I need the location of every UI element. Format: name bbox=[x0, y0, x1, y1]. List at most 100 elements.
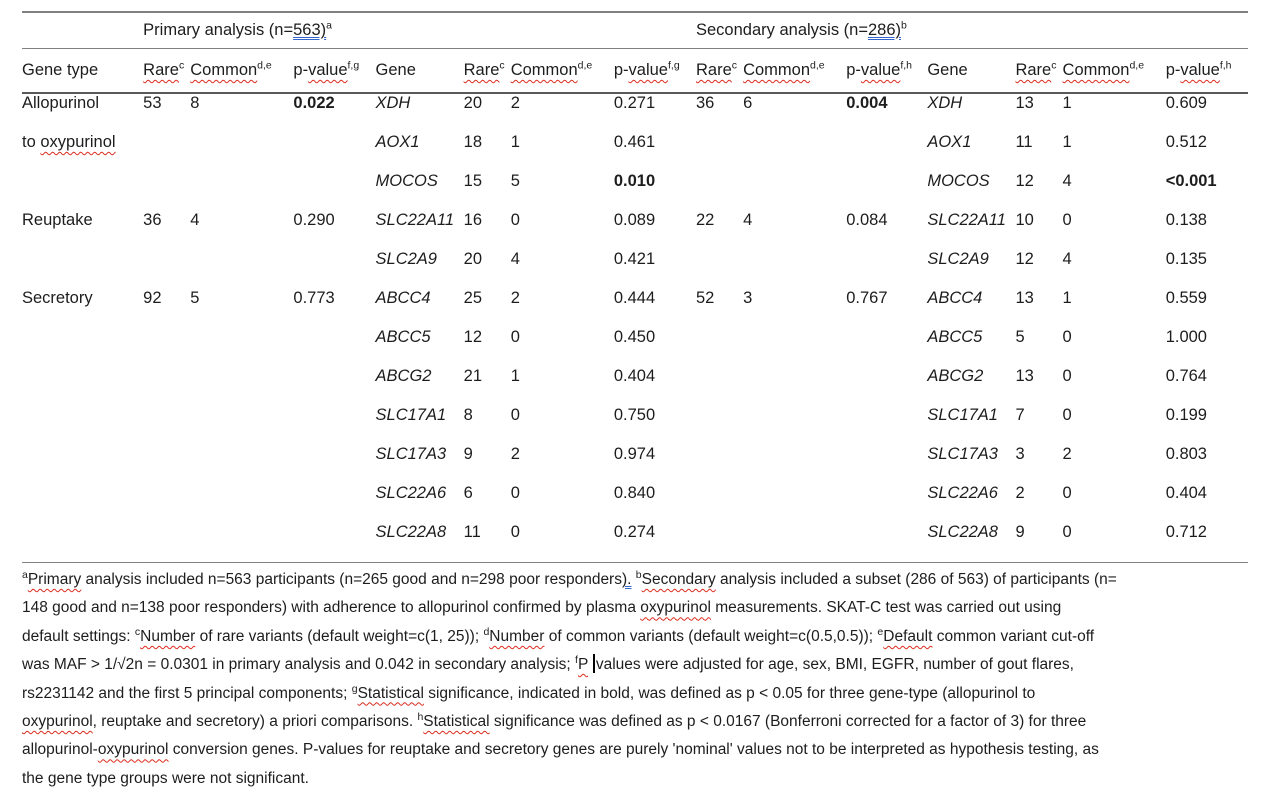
text-run: 12 bbox=[1015, 172, 1034, 190]
text-run: ABCG2 bbox=[375, 367, 432, 385]
table-cell: MOCOS bbox=[376, 172, 464, 211]
text-run: 0.404 bbox=[1165, 484, 1207, 502]
table-cell: 0 bbox=[511, 211, 614, 250]
table-row: to oxypurinol AOX1 18 1 0.461 AOX1 11 1 0.512 bbox=[22, 133, 1248, 172]
table-cell: 5 bbox=[511, 172, 614, 211]
table-cell: XDH bbox=[376, 93, 464, 133]
text-run: 0.609 bbox=[1165, 94, 1207, 112]
text-run: 0.271 bbox=[613, 94, 656, 112]
table-row: SLC22A6 6 0 0.840 SLC22A6 2 0 0.404 bbox=[22, 484, 1248, 523]
table-cell bbox=[143, 172, 190, 211]
table-cell bbox=[22, 172, 143, 211]
text-run: SLC22A6 bbox=[927, 484, 998, 502]
text-run: the gene type groups were not significan… bbox=[22, 769, 309, 787]
table-cell bbox=[696, 133, 743, 172]
table-cell: 0.022 bbox=[293, 93, 375, 133]
table-cell: 0 bbox=[1063, 211, 1166, 250]
text-run: Gene bbox=[375, 61, 416, 79]
table-row: SLC2A9 20 4 0.421 SLC2A9 12 4 0.135 bbox=[22, 250, 1248, 289]
text-run: 16 bbox=[463, 211, 482, 229]
results-table: Primary analysis (n=563)a Secondary anal… bbox=[22, 11, 1248, 563]
text-run: XDH bbox=[375, 94, 411, 112]
table-cell bbox=[143, 445, 190, 484]
text-run: 36 bbox=[143, 211, 162, 229]
table-cell bbox=[190, 445, 293, 484]
table-cell bbox=[143, 484, 190, 523]
text-run: MOCOS bbox=[927, 172, 990, 190]
text-run: 6 bbox=[743, 94, 753, 112]
text-run: 4 bbox=[1062, 250, 1072, 268]
table-cell: ABCC5 bbox=[376, 328, 464, 367]
table-cell bbox=[190, 250, 293, 289]
table-cell: 13 bbox=[1015, 289, 1062, 328]
table-cell bbox=[846, 445, 927, 484]
table-cell bbox=[743, 523, 847, 563]
table-cell bbox=[22, 445, 143, 484]
text-run: oxypurinol bbox=[97, 741, 169, 759]
table-cell: 20 bbox=[464, 250, 511, 289]
span-spacer-cell bbox=[22, 12, 144, 49]
table-cell bbox=[846, 133, 927, 172]
text-run: MOCOS bbox=[375, 172, 438, 190]
table-cell bbox=[293, 367, 375, 406]
text-run: 25 bbox=[463, 289, 482, 307]
table-cell: 7 bbox=[1015, 406, 1062, 445]
table-cell: XDH bbox=[927, 93, 1015, 133]
text-run: values were adjusted for age, sex, BMI, … bbox=[595, 656, 1074, 674]
table-cell: 0 bbox=[1063, 406, 1166, 445]
table-cell: 0 bbox=[1063, 328, 1166, 367]
table-head: Primary analysis (n=563)a Secondary anal… bbox=[22, 12, 1248, 94]
text-run: SLC22A11 bbox=[927, 211, 1006, 229]
table-cell: 13 bbox=[1015, 367, 1062, 406]
table-cell: 1 bbox=[511, 367, 614, 406]
text-run: ABCG2 bbox=[927, 367, 984, 385]
table-cell bbox=[696, 484, 743, 523]
text-run: Common bbox=[190, 61, 258, 79]
text-run: SLC17A3 bbox=[375, 445, 447, 463]
text-run: 0.974 bbox=[613, 445, 656, 463]
footnote-line: was MAF > 1/√2n = 0.0301 in primary anal… bbox=[22, 651, 1248, 679]
table-row: SLC17A1 8 0 0.750 SLC17A1 7 0 0.199 bbox=[22, 406, 1248, 445]
table-cell: 22 bbox=[696, 211, 743, 250]
text-run: ABCC5 bbox=[375, 328, 431, 346]
table-cell: 0.135 bbox=[1166, 250, 1248, 289]
text-run: SLC22A8 bbox=[375, 523, 447, 541]
table-cell: 0.089 bbox=[614, 211, 696, 250]
text-run: rs2231142 and the first 5 principal comp… bbox=[22, 684, 352, 702]
text-run: 4 bbox=[1062, 172, 1072, 190]
text-run: value bbox=[860, 61, 901, 79]
table-cell bbox=[293, 250, 375, 289]
table-cell: 8 bbox=[464, 406, 511, 445]
table-cell bbox=[293, 484, 375, 523]
text-run: 5 bbox=[510, 172, 520, 190]
text-run: 12 bbox=[1015, 250, 1034, 268]
text-run: 1 bbox=[510, 133, 520, 151]
column-header: p-valuef,g bbox=[613, 48, 696, 94]
superscript: f,g bbox=[667, 59, 680, 72]
table-row: ABCC5 12 0 0.450 ABCC5 5 0 1.000 bbox=[22, 328, 1248, 367]
superscript: c bbox=[178, 59, 185, 72]
table-cell: 12 bbox=[1015, 172, 1062, 211]
table-cell: 0.773 bbox=[293, 289, 375, 328]
text-run: SLC17A3 bbox=[927, 445, 998, 463]
text-run: Secondary bbox=[641, 571, 716, 588]
superscript: f,h bbox=[900, 59, 913, 72]
table-cell: 0.450 bbox=[614, 328, 696, 367]
text-run: Statistical bbox=[357, 684, 424, 702]
superscript: c bbox=[1051, 59, 1057, 72]
text-run: allopurinol- bbox=[22, 741, 98, 759]
superscript: b bbox=[635, 568, 642, 581]
table-cell bbox=[293, 406, 375, 445]
text-run: 0 bbox=[1062, 484, 1072, 502]
superscript: e bbox=[877, 625, 884, 638]
table-cell: ABCG2 bbox=[927, 367, 1015, 406]
table-cell: SLC17A1 bbox=[376, 406, 464, 445]
text-run: 13 bbox=[1015, 289, 1034, 307]
text-run: 52 bbox=[696, 289, 715, 307]
table-cell: <0.001 bbox=[1166, 172, 1248, 211]
table-cell: 12 bbox=[1015, 250, 1062, 289]
text-run: oxypurinol bbox=[40, 133, 116, 151]
text-run: Secondary analysis (n= bbox=[696, 21, 868, 39]
table-cell bbox=[846, 367, 927, 406]
